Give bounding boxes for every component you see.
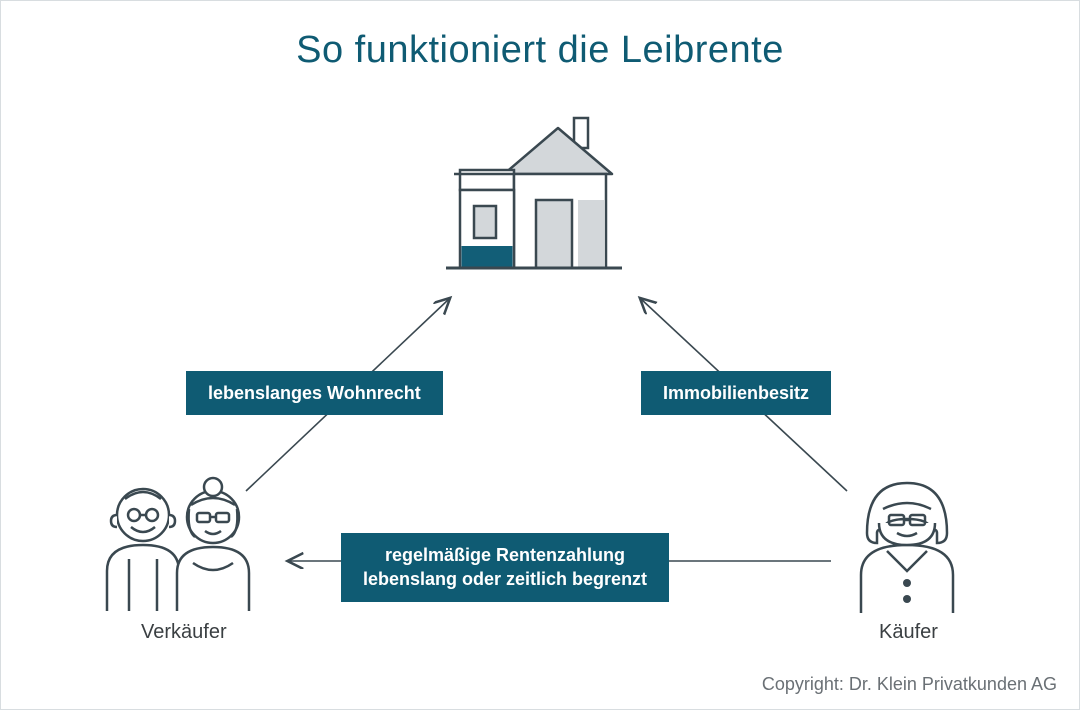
seller-label: Verkäufer (141, 621, 227, 644)
edge-label-wohnrecht: lebenslanges Wohnrecht (186, 371, 443, 415)
edge-label-rentenzahlung-line1: regelmäßige Rentenzahlung (385, 545, 625, 565)
diagram-canvas: So funktioniert die Leibrente (0, 0, 1080, 710)
diagram-svg (1, 1, 1080, 711)
buyer-label: Käufer (879, 621, 938, 644)
house-icon (446, 118, 622, 268)
buyer-icon (861, 483, 953, 613)
diagram-title: So funktioniert die Leibrente (1, 29, 1079, 72)
copyright-text: Copyright: Dr. Klein Privatkunden AG (762, 674, 1057, 695)
edge-label-immobilienbesitz: Immobilienbesitz (641, 371, 831, 415)
seller-icon (107, 478, 249, 611)
edge-label-rentenzahlung: regelmäßige Rentenzahlung lebenslang ode… (341, 533, 669, 602)
edge-label-rentenzahlung-line2: lebenslang oder zeitlich begrenzt (363, 569, 647, 589)
